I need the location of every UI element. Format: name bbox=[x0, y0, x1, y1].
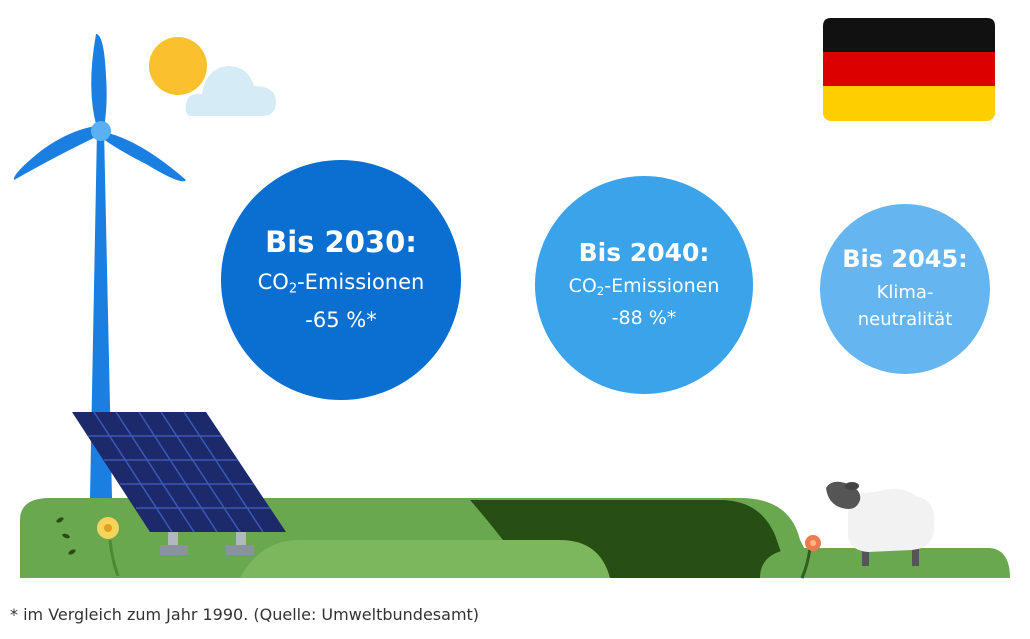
leaf-icon bbox=[56, 517, 76, 555]
flower-icon bbox=[97, 517, 821, 579]
milestone-value: -65 %* bbox=[305, 307, 377, 332]
milestone-2045-circle: Bis 2045: Klima- neutralität bbox=[820, 204, 990, 374]
milestone-heading: Bis 2030: bbox=[265, 225, 417, 260]
milestone-metric: CO2-Emissionen bbox=[568, 275, 720, 298]
footnote: * im Vergleich zum Jahr 1990. (Quelle: U… bbox=[10, 605, 480, 624]
milestone-heading: Bis 2040: bbox=[578, 238, 710, 268]
milestone-value: -88 %* bbox=[611, 306, 677, 329]
sheep-icon bbox=[826, 481, 935, 566]
cloud-icon bbox=[185, 66, 276, 116]
solar-panel-icon bbox=[72, 411, 286, 555]
milestone-metric: CO2-Emissionen bbox=[257, 270, 425, 297]
milestone-2030-circle: Bis 2030: CO2-Emissionen -65 %* bbox=[221, 160, 461, 400]
milestone-2040-circle: Bis 2040: CO2-Emissionen -88 %* bbox=[535, 176, 753, 394]
milestone-value: neutralität bbox=[857, 309, 953, 330]
milestone-metric: Klima- bbox=[876, 282, 934, 303]
wind-turbine-icon bbox=[13, 34, 186, 498]
sun-icon bbox=[149, 37, 207, 95]
flag-germany-icon bbox=[823, 18, 995, 121]
milestone-heading: Bis 2045: bbox=[842, 245, 968, 273]
